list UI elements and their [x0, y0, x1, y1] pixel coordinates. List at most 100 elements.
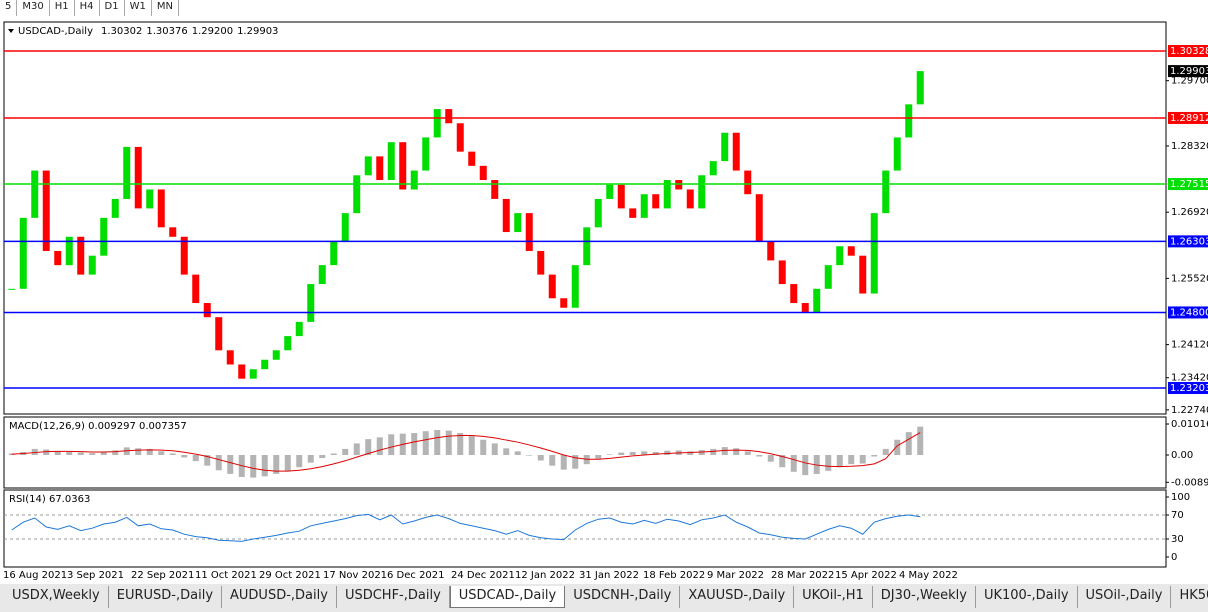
timeframe-button[interactable]: 5	[0, 0, 18, 16]
chart-tab[interactable]: USOil-,Daily	[1078, 586, 1172, 608]
chart-tab[interactable]: AUDUSD-,Daily	[222, 586, 337, 608]
macd-bar	[330, 453, 337, 456]
panel-frame	[3, 21, 1167, 415]
candle	[295, 321, 303, 337]
macd-bar	[859, 455, 866, 464]
chart-tab[interactable]: EURUSD-,Daily	[109, 586, 223, 608]
chart-tab[interactable]: USDCNH-,Daily	[565, 586, 681, 608]
macd-bar	[100, 451, 107, 456]
candle	[514, 213, 522, 233]
macd-bar	[273, 455, 280, 474]
candle	[836, 246, 844, 266]
candle	[88, 255, 96, 275]
candle	[686, 189, 694, 209]
candle	[399, 142, 407, 190]
signal-line	[11, 432, 921, 472]
chart-tab[interactable]: DJ30-,Weekly	[873, 586, 976, 608]
candle	[583, 227, 591, 266]
timeframe-button[interactable]: MN	[152, 0, 179, 16]
y-tick-label: 30	[1171, 534, 1184, 545]
chart-tab[interactable]: HK50-,H1	[1171, 586, 1208, 608]
chart-title: USDCAD-,Daily 1.30302 1.30376 1.29200 1.2990…	[18, 26, 278, 37]
chart-tab[interactable]: USDCHF-,Daily	[337, 586, 450, 608]
timeframe-button[interactable]: D1	[100, 0, 125, 16]
y-tick-label: 1.22740	[1171, 405, 1208, 416]
macd-bar	[491, 443, 498, 456]
x-tick-label: 28 Mar 2022	[771, 570, 834, 581]
chart-tab[interactable]: UK100-,Daily	[976, 586, 1078, 608]
candle	[307, 284, 315, 322]
macd-bar	[54, 451, 61, 456]
macd-bar	[434, 429, 441, 456]
candle	[709, 161, 717, 176]
candle	[445, 109, 453, 124]
x-tick-label: 15 Apr 2022	[835, 570, 897, 581]
macd-bar	[756, 455, 763, 457]
macd-bar	[8, 453, 15, 456]
candle	[721, 132, 729, 162]
candle	[341, 213, 349, 242]
current-price: 1.29903	[1170, 66, 1208, 77]
candle	[801, 302, 809, 313]
macd-bar	[905, 432, 912, 456]
macd-bar	[135, 448, 142, 456]
x-tick-label: 31 Jan 2022	[579, 570, 639, 581]
macd-bar	[422, 431, 429, 456]
level-label-bg	[1168, 44, 1208, 57]
panel-frame	[3, 416, 1167, 489]
y-tick-label: 70	[1171, 510, 1184, 521]
x-tick-label: 12 Jan 2022	[515, 570, 575, 581]
timeframe-button[interactable]: H4	[75, 0, 100, 16]
level-label-bg	[1168, 381, 1208, 394]
level-label-bg	[1168, 306, 1208, 319]
y-tick-label: 100	[1171, 492, 1190, 503]
macd-bar	[112, 450, 119, 456]
macd-bar	[790, 455, 797, 472]
macd-bar	[158, 451, 165, 456]
timeframe-button[interactable]: W1	[125, 0, 152, 16]
level-label: 1.26303	[1170, 236, 1208, 247]
chart-tab[interactable]: UKOil-,H1	[794, 586, 873, 608]
candle	[215, 317, 223, 351]
macd-bar	[871, 455, 878, 457]
macd-bar	[652, 451, 659, 456]
macd-bar	[503, 448, 510, 456]
candle	[330, 241, 338, 266]
macd-bar	[595, 455, 602, 459]
candle	[537, 250, 545, 275]
macd-bar	[181, 455, 188, 458]
candle	[192, 274, 200, 303]
chart-tab[interactable]: USDCAD-,Daily	[449, 586, 566, 608]
x-tick-label: 6 Dec 2021	[387, 570, 445, 581]
candle	[169, 227, 177, 237]
candle	[560, 298, 568, 308]
timeframe-button[interactable]: H1	[50, 0, 75, 16]
timeframe-button[interactable]: M30	[17, 0, 50, 16]
macd-bar	[480, 439, 487, 456]
macd-bar	[296, 455, 303, 468]
candle	[8, 288, 16, 290]
y-tick-label: 0.010166	[1171, 419, 1208, 430]
candle	[19, 217, 27, 289]
macd-bar	[848, 455, 855, 465]
y-tick-label: 1.23420	[1171, 373, 1208, 384]
y-tick-label: 1.26920	[1171, 207, 1208, 218]
candle	[111, 198, 119, 218]
chart-tab[interactable]: XAUUSD-,Daily	[680, 586, 795, 608]
y-tick-label: 1.28320	[1171, 141, 1208, 152]
candle	[157, 189, 165, 228]
level-label: 1.30328	[1170, 46, 1208, 57]
candle	[778, 260, 786, 285]
macd-bar	[825, 455, 832, 471]
macd-bar	[77, 452, 84, 456]
candle	[606, 184, 614, 199]
rsi-line	[11, 513, 921, 542]
candle	[824, 265, 832, 289]
candle	[180, 236, 188, 275]
macd-bar	[261, 455, 268, 477]
macd-bar	[882, 448, 889, 456]
macd-bar	[606, 454, 613, 456]
candle	[134, 146, 142, 209]
candle	[238, 364, 246, 379]
chart-tab[interactable]: USDX,Weekly	[4, 586, 109, 608]
